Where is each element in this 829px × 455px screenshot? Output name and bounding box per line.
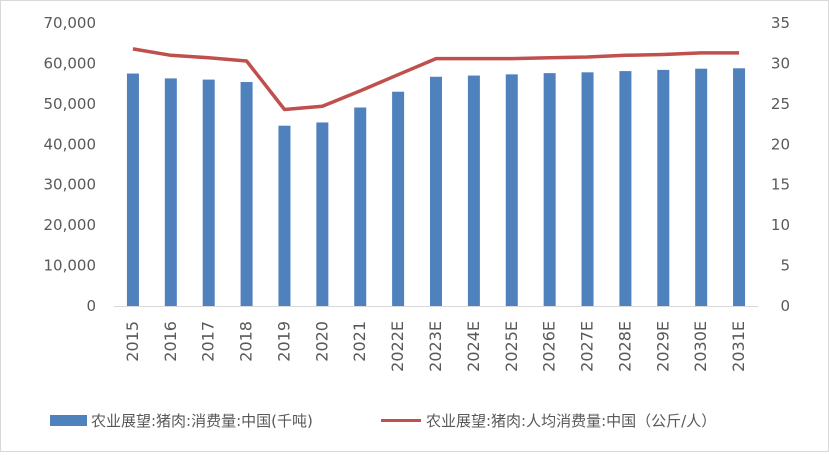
x-tick-label: 2020 xyxy=(312,321,331,362)
right-tick-label: 10 xyxy=(771,216,790,234)
legend-bar-swatch xyxy=(50,415,87,426)
bar xyxy=(278,126,290,306)
bar xyxy=(354,107,366,306)
x-tick-label: 2017 xyxy=(199,321,218,362)
x-tick-label: 2019 xyxy=(274,321,293,362)
bar xyxy=(430,77,442,306)
x-tick-label: 2026E xyxy=(540,321,559,372)
x-tick-label: 2015 xyxy=(123,321,142,362)
x-tick-label: 2016 xyxy=(161,321,180,362)
bar xyxy=(657,70,669,306)
bar xyxy=(392,92,404,306)
left-tick-label: 50,000 xyxy=(44,95,97,113)
x-tick-label: 2023E xyxy=(426,321,445,372)
left-tick-label: 30,000 xyxy=(44,176,97,194)
left-tick-label: 60,000 xyxy=(44,54,97,72)
right-tick-label: 20 xyxy=(771,135,790,153)
x-tick-label: 2027E xyxy=(578,321,597,372)
left-tick-label: 10,000 xyxy=(44,257,97,275)
right-axis: 0 5 10 15 20 25 30 35 xyxy=(771,14,790,315)
right-tick-label: 30 xyxy=(771,54,790,72)
bar xyxy=(127,74,139,306)
bar xyxy=(165,78,177,306)
x-tick-label: 2018 xyxy=(237,321,256,362)
bar xyxy=(241,82,253,306)
bar xyxy=(733,68,745,306)
bar xyxy=(506,74,518,306)
legend: 农业展望:猪肉:消费量:中国(千吨) 农业展望:猪肉:人均消费量:中国（公斤/人… xyxy=(50,412,716,430)
x-tick-label: 2028E xyxy=(615,321,634,372)
legend-line-label: 农业展望:猪肉:人均消费量:中国（公斤/人） xyxy=(426,412,716,430)
x-tick-label: 2025E xyxy=(502,321,521,372)
left-axis: 0 10,000 20,000 30,000 40,000 50,000 60,000 70,… xyxy=(44,14,97,315)
right-tick-label: 15 xyxy=(771,176,790,194)
right-tick-label: 35 xyxy=(771,14,790,32)
left-tick-label: 40,000 xyxy=(44,135,97,153)
x-tick-label: 2029E xyxy=(653,321,672,372)
left-tick-label: 0 xyxy=(86,297,96,315)
x-tick-label: 2021 xyxy=(350,321,369,362)
x-tick-label: 2030E xyxy=(691,321,710,372)
bar xyxy=(316,122,328,306)
left-tick-label: 20,000 xyxy=(44,216,97,234)
x-tick-label: 2024E xyxy=(464,321,483,372)
bar xyxy=(619,71,631,306)
right-tick-label: 25 xyxy=(771,95,790,113)
left-tick-label: 70,000 xyxy=(44,14,97,32)
bar-series xyxy=(127,68,745,306)
bar xyxy=(695,69,707,306)
x-tick-label: 2031E xyxy=(729,321,748,372)
legend-bar-label: 农业展望:猪肉:消费量:中国(千吨) xyxy=(91,412,313,430)
bar xyxy=(203,80,215,306)
right-tick-label: 0 xyxy=(780,297,790,315)
bar xyxy=(582,72,594,306)
bar xyxy=(544,73,556,306)
x-axis: 2015 2016 2017 2018 2019 2020 2021 2022E 2023E 20… xyxy=(123,321,748,372)
x-tick-label: 2022E xyxy=(388,321,407,372)
right-tick-label: 5 xyxy=(780,257,790,275)
bar xyxy=(468,76,480,306)
